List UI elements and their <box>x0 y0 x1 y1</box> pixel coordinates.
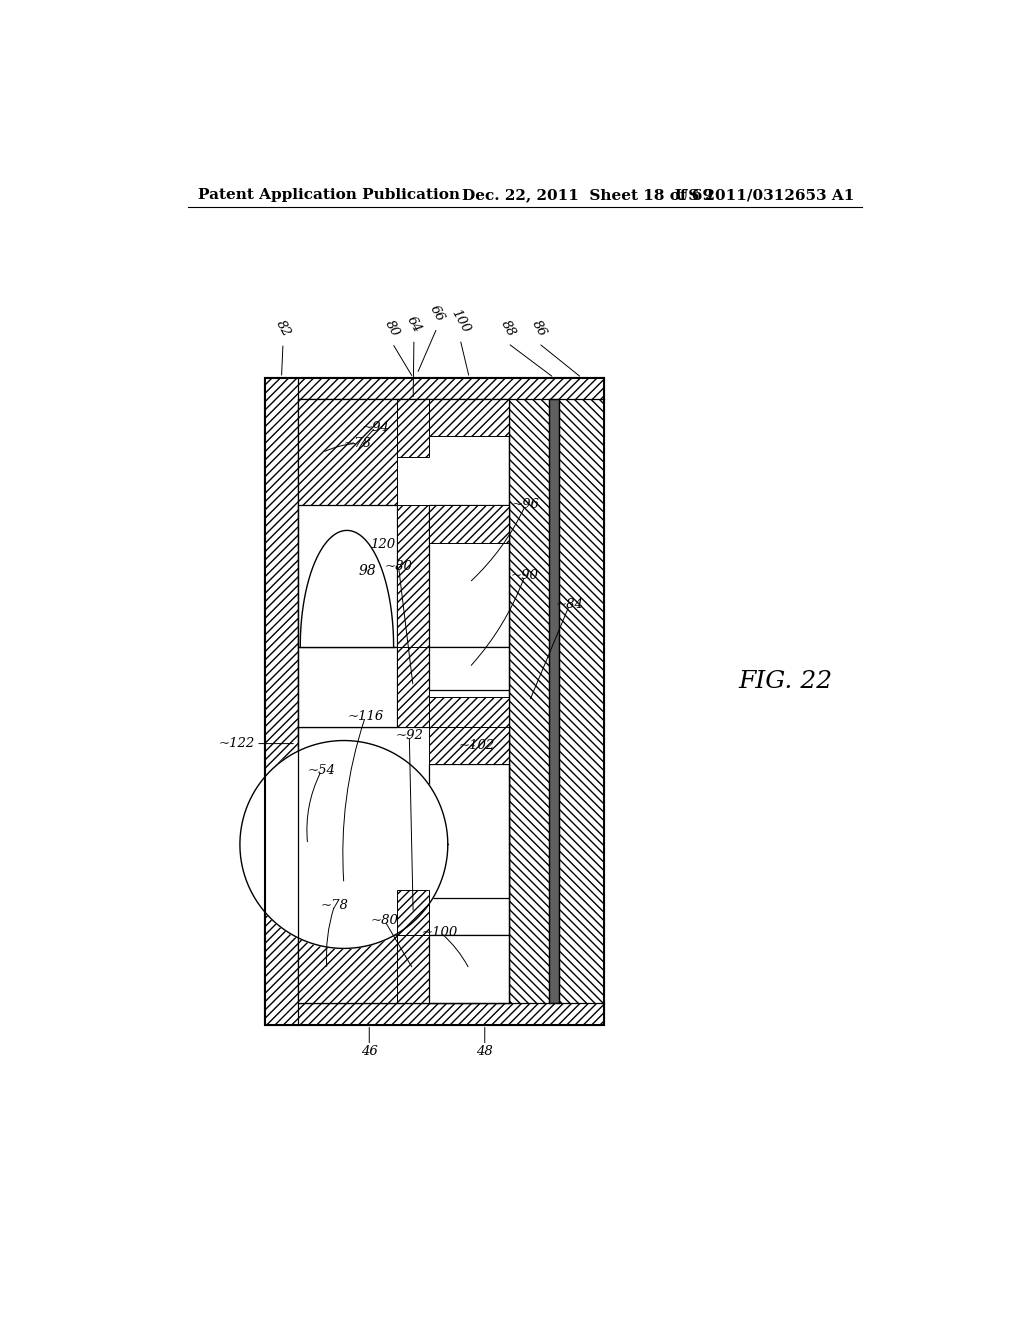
Text: ~102: ~102 <box>459 739 496 751</box>
Bar <box>298 727 509 936</box>
Text: Patent Application Publication: Patent Application Publication <box>199 189 461 202</box>
Text: ~116: ~116 <box>347 710 384 723</box>
Bar <box>265 378 604 1024</box>
Text: FIG. 22: FIG. 22 <box>739 671 833 693</box>
Text: 120: 120 <box>371 537 395 550</box>
Bar <box>298 1003 604 1024</box>
Bar <box>298 647 397 727</box>
Text: 48: 48 <box>476 1045 494 1059</box>
Bar <box>265 378 298 1024</box>
Text: 80: 80 <box>383 318 402 339</box>
Bar <box>429 506 509 647</box>
Text: ~92: ~92 <box>395 730 423 742</box>
Bar <box>429 727 509 764</box>
Bar <box>429 764 509 899</box>
Bar <box>265 378 604 1024</box>
Text: US 2011/0312653 A1: US 2011/0312653 A1 <box>675 189 854 202</box>
Text: 64: 64 <box>404 314 424 335</box>
Bar <box>298 378 604 400</box>
Polygon shape <box>300 531 393 647</box>
Bar <box>298 400 397 506</box>
Text: ~80: ~80 <box>385 560 413 573</box>
Text: ~80: ~80 <box>371 915 398 927</box>
Text: ~78: ~78 <box>344 437 372 450</box>
Bar <box>509 400 550 1003</box>
Text: ~78: ~78 <box>321 899 348 912</box>
Bar <box>397 647 429 727</box>
Text: 100: 100 <box>449 308 472 335</box>
Text: 88: 88 <box>498 318 518 339</box>
Bar <box>559 400 604 1003</box>
Bar <box>397 890 429 936</box>
Bar <box>298 400 509 1003</box>
Text: ~54: ~54 <box>307 764 336 777</box>
Bar <box>429 697 509 727</box>
Bar <box>550 400 559 1003</box>
Bar <box>397 936 429 1003</box>
Text: 82: 82 <box>273 318 293 339</box>
Bar <box>429 506 509 543</box>
Bar <box>298 936 397 1003</box>
Text: Dec. 22, 2011  Sheet 18 of 69: Dec. 22, 2011 Sheet 18 of 69 <box>462 189 713 202</box>
Bar <box>429 647 509 690</box>
Bar <box>429 936 509 1003</box>
Bar <box>397 400 429 457</box>
Bar <box>298 506 397 647</box>
Text: 98: 98 <box>358 564 377 578</box>
Text: ~94: ~94 <box>361 421 389 434</box>
Bar <box>429 400 509 436</box>
Text: ~96: ~96 <box>512 499 540 511</box>
Text: 46: 46 <box>360 1045 378 1059</box>
Text: 86: 86 <box>528 318 549 339</box>
Polygon shape <box>240 741 447 948</box>
Text: ~122: ~122 <box>219 737 255 750</box>
Text: 66: 66 <box>427 304 446 323</box>
Bar <box>397 506 429 647</box>
Text: ~84: ~84 <box>556 598 584 611</box>
Text: ~100: ~100 <box>422 925 458 939</box>
Text: ~90: ~90 <box>511 569 539 582</box>
